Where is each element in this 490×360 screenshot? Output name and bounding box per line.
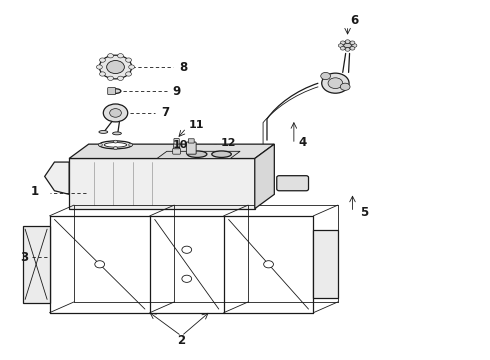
Circle shape <box>345 40 350 43</box>
FancyBboxPatch shape <box>277 176 309 191</box>
Circle shape <box>129 65 135 69</box>
Circle shape <box>98 143 102 146</box>
Circle shape <box>107 60 124 73</box>
Circle shape <box>108 54 114 58</box>
Circle shape <box>125 72 131 76</box>
Text: 1: 1 <box>31 185 39 198</box>
Circle shape <box>129 143 133 146</box>
Circle shape <box>97 65 102 69</box>
Ellipse shape <box>104 143 127 147</box>
Polygon shape <box>157 151 240 158</box>
Ellipse shape <box>110 89 121 93</box>
Circle shape <box>110 109 122 117</box>
Circle shape <box>350 46 355 50</box>
Polygon shape <box>45 162 69 194</box>
Ellipse shape <box>341 41 354 49</box>
Polygon shape <box>23 226 49 303</box>
Circle shape <box>99 72 105 76</box>
Circle shape <box>341 41 345 45</box>
Text: 4: 4 <box>299 136 307 149</box>
Text: 9: 9 <box>172 85 181 98</box>
Circle shape <box>118 76 123 80</box>
Circle shape <box>182 275 192 282</box>
Circle shape <box>108 76 114 80</box>
Circle shape <box>340 83 350 90</box>
FancyBboxPatch shape <box>173 144 180 149</box>
Polygon shape <box>69 158 255 209</box>
Ellipse shape <box>187 151 207 157</box>
Circle shape <box>350 41 355 45</box>
FancyBboxPatch shape <box>186 142 196 154</box>
Circle shape <box>264 261 273 268</box>
Text: 6: 6 <box>350 14 358 27</box>
Polygon shape <box>255 144 274 209</box>
Ellipse shape <box>113 132 122 135</box>
FancyBboxPatch shape <box>188 139 194 143</box>
Text: 7: 7 <box>161 107 169 120</box>
Text: 11: 11 <box>189 121 204 130</box>
Circle shape <box>99 58 105 62</box>
Text: 10: 10 <box>173 140 189 150</box>
FancyBboxPatch shape <box>174 138 179 144</box>
FancyBboxPatch shape <box>108 87 116 95</box>
Polygon shape <box>314 230 338 298</box>
Circle shape <box>341 46 345 50</box>
Text: 12: 12 <box>220 139 236 148</box>
Circle shape <box>99 55 132 79</box>
Circle shape <box>114 147 118 149</box>
Circle shape <box>338 44 343 47</box>
Circle shape <box>182 246 192 253</box>
Circle shape <box>114 140 118 143</box>
Ellipse shape <box>343 43 351 48</box>
Circle shape <box>321 72 331 80</box>
Text: 2: 2 <box>177 334 186 347</box>
FancyBboxPatch shape <box>172 148 180 154</box>
Circle shape <box>345 48 350 51</box>
Circle shape <box>352 44 357 47</box>
Circle shape <box>328 78 343 89</box>
Polygon shape <box>69 144 274 158</box>
Ellipse shape <box>99 141 132 149</box>
Circle shape <box>322 73 349 93</box>
Ellipse shape <box>212 151 231 157</box>
Circle shape <box>95 261 104 268</box>
Text: 5: 5 <box>360 206 368 219</box>
Ellipse shape <box>99 131 108 134</box>
Circle shape <box>125 58 131 62</box>
Text: 3: 3 <box>20 251 28 264</box>
Circle shape <box>118 54 123 58</box>
Text: 8: 8 <box>179 60 187 73</box>
Circle shape <box>103 104 128 122</box>
